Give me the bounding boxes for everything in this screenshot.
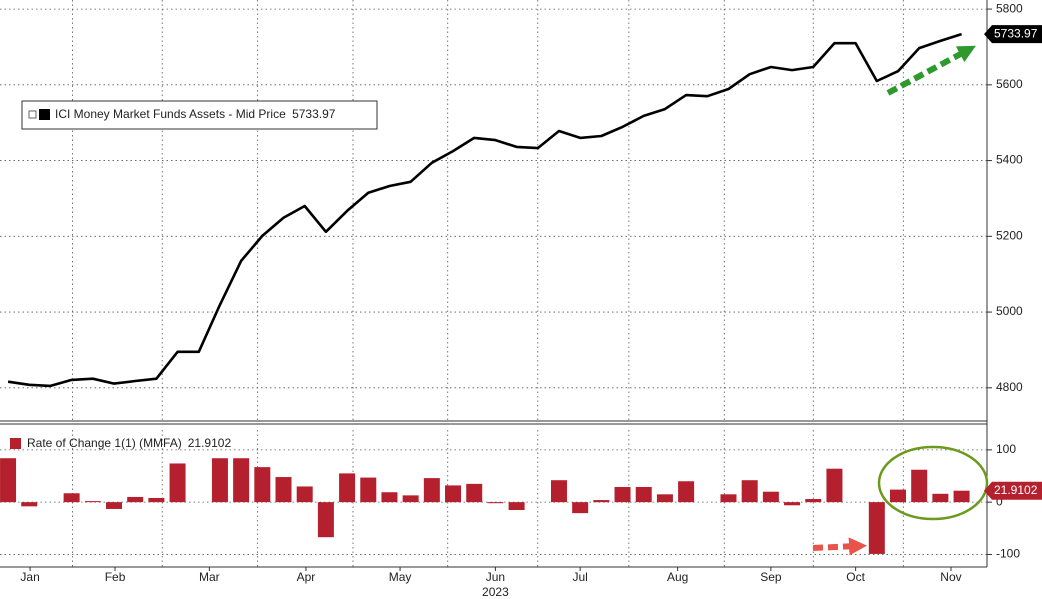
x-tick-label: Oct	[846, 570, 865, 584]
x-tick-label: Sep	[760, 570, 782, 584]
bar	[868, 502, 885, 554]
bar	[275, 477, 292, 503]
bar	[572, 502, 589, 514]
y-tick-label: 0	[996, 494, 1003, 508]
legend-value: 5733.97	[292, 107, 336, 121]
bar	[233, 458, 250, 503]
y-tick-label: 5200	[996, 228, 1023, 242]
y-tick-label: 5400	[996, 153, 1023, 167]
bar	[105, 502, 122, 509]
y-tick-label: 100	[996, 442, 1016, 456]
y-tick-label: -100	[996, 547, 1020, 561]
bar	[296, 486, 313, 503]
bar	[805, 499, 822, 503]
bar	[741, 480, 758, 503]
bar	[127, 496, 144, 503]
legend-swatch	[10, 438, 21, 449]
bar	[656, 494, 673, 503]
bar	[890, 489, 907, 503]
bar	[784, 502, 801, 506]
legend-box	[21, 100, 378, 130]
bar	[614, 486, 631, 503]
x-tick-label: Jan	[20, 570, 39, 584]
bar	[317, 502, 334, 538]
bar	[423, 478, 440, 503]
y-tick-label: 5800	[996, 1, 1023, 15]
bar	[678, 481, 695, 503]
y-tick-label: 5600	[996, 77, 1023, 91]
bar	[254, 467, 271, 503]
x-tick-label: Apr	[297, 570, 316, 584]
last-value-tag	[984, 25, 1042, 44]
bar	[445, 485, 462, 503]
legend-label: ICI Money Market Funds Assets - Mid Pric…	[55, 107, 286, 121]
last-value-tag	[984, 481, 1042, 500]
bar	[593, 500, 610, 503]
x-tick-label: Jun	[486, 570, 505, 584]
annotation-ellipse	[877, 445, 989, 521]
y-tick-label: 4800	[996, 380, 1023, 394]
bar	[953, 490, 970, 503]
bar	[487, 502, 504, 504]
bar	[84, 501, 101, 503]
bar	[211, 458, 228, 503]
annotation-arrow	[812, 537, 867, 556]
bar	[762, 491, 779, 503]
bar	[466, 483, 483, 503]
x-tick-label: Aug	[667, 570, 688, 584]
bar	[720, 494, 737, 503]
bar	[169, 463, 186, 503]
bar	[826, 468, 843, 503]
x-axis-sublabel: 2023	[482, 585, 509, 599]
bar	[148, 497, 165, 503]
bar	[360, 477, 377, 503]
x-tick-label: Nov	[940, 570, 961, 584]
price-line	[7, 32, 962, 388]
bar	[339, 473, 356, 503]
x-tick-label: Feb	[105, 570, 126, 584]
x-tick-label: Mar	[199, 570, 220, 584]
last-value-label: 5733.97	[994, 26, 1038, 40]
bar	[63, 493, 80, 503]
legend-toggle[interactable]	[28, 110, 37, 119]
legend-swatch	[39, 109, 50, 120]
bar	[381, 492, 398, 503]
bar	[550, 480, 567, 503]
x-tick-label: Jul	[572, 570, 587, 584]
last-value-label: 21.9102	[994, 483, 1038, 497]
bar	[21, 502, 38, 507]
legend-value: 21.9102	[188, 436, 232, 450]
legend-label: Rate of Change 1(1) (MMFA)	[27, 436, 182, 450]
bar	[508, 502, 525, 511]
bar	[635, 486, 652, 503]
x-tick-label: May	[389, 570, 412, 584]
bar	[0, 458, 17, 503]
bar	[402, 495, 419, 503]
y-tick-label: 5000	[996, 304, 1023, 318]
bar	[911, 469, 928, 503]
bar	[932, 493, 949, 503]
annotation-arrow	[886, 45, 976, 96]
